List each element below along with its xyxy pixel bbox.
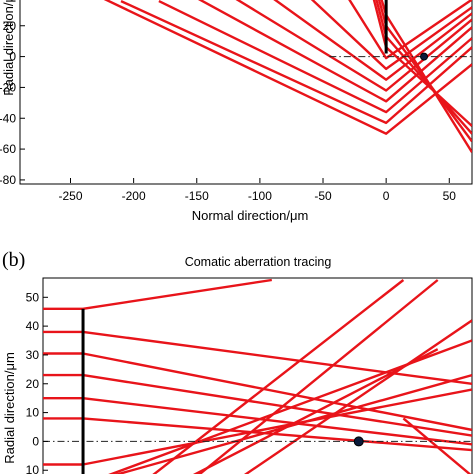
- panel-a-y-tick-label: -20: [0, 80, 16, 94]
- panel-b-rays: [43, 278, 472, 474]
- panel-a-y-ticks: -80 -60 -40 -20 0 20: [0, 19, 25, 187]
- panel-b-y-tick-label: 0: [32, 434, 39, 448]
- panel-b-y-axis-label: Radial direction/μm: [2, 352, 17, 464]
- panel-b-title: Comatic aberration tracing: [185, 255, 332, 269]
- panel-a-x-tick-label: -150: [185, 189, 209, 203]
- panel-a-ray-5: [235, 0, 472, 92]
- panel-a-ray-6: [273, 0, 472, 81]
- panel-a-y-tick-label: -60: [0, 142, 16, 156]
- panel-a-x-tick-label: 0: [383, 189, 390, 203]
- panel-b-focus-point: [353, 436, 364, 447]
- panel-b-ray-11: [244, 319, 472, 474]
- panel-a-x-tick-label: -250: [58, 189, 82, 203]
- panel-b-y-tick-label: 20: [26, 377, 40, 391]
- panel-b-annotations: [43, 308, 472, 474]
- panel-a-ray-8: [348, 0, 472, 60]
- panel-b-ray-8: [108, 339, 472, 474]
- panel-a-rays: [103, 0, 472, 153]
- panel-b-ray-12: [192, 348, 439, 474]
- panel-a-y-tick-label: 20: [3, 19, 17, 33]
- panel-a-x-tick-label: -100: [248, 189, 272, 203]
- panel-a-ray-3: [158, 0, 472, 114]
- panel-a-y-tick-label: -40: [0, 111, 16, 125]
- panel-a-ray-4: [197, 0, 472, 103]
- panel-a-x-tick-label: 50: [443, 189, 457, 203]
- panel-a-annotations: [329, 0, 472, 61]
- panel-b-y-tick-label: 10: [26, 463, 40, 474]
- panel-a-y-axis-label: Radial direction/μm: [1, 0, 16, 96]
- panel-a-plot-frame: [19, 0, 473, 185]
- panel-a-x-axis-label: Normal direction/μm: [192, 208, 309, 223]
- panel-a-focus-point: [420, 52, 429, 61]
- panel-a-x-tick-label: -200: [122, 189, 146, 203]
- panel-a-ray-2: [120, 0, 472, 125]
- panel-b-ray-13: [152, 279, 405, 474]
- panel-b-y-tick-label: 10: [26, 406, 40, 420]
- panel-b-y-tick-label: 50: [26, 290, 40, 304]
- panel-a-y-tick-label: -80: [0, 173, 16, 187]
- panel-b-y-tick-label: 30: [26, 348, 40, 362]
- panel-b-y-ticks: 10 0 10 20 30 40 50: [26, 290, 48, 474]
- panel-b-ray-14: [402, 417, 472, 474]
- panel-b-label: (b): [2, 249, 25, 271]
- panel-b-ray-1: [43, 278, 272, 310]
- panel-a-x-tick-label: -50: [314, 189, 332, 203]
- panel-b-comatic-aberration: (b) Comatic aberration tracing 10 0 10 20 30…: [2, 249, 473, 474]
- panel-a-ray-1: [103, 0, 472, 135]
- panel-a-x-ticks: -250 -200 -150 -100 -50 0 50: [58, 178, 456, 203]
- panel-b-plot-frame: [42, 277, 473, 474]
- panel-a-ray-11: [377, 0, 472, 143]
- panel-b-ray-10: [197, 279, 439, 474]
- panel-b-y-tick-label: 40: [26, 319, 40, 333]
- panel-a-ray-7: [310, 0, 472, 71]
- panel-a-y-tick-label: 0: [9, 50, 16, 64]
